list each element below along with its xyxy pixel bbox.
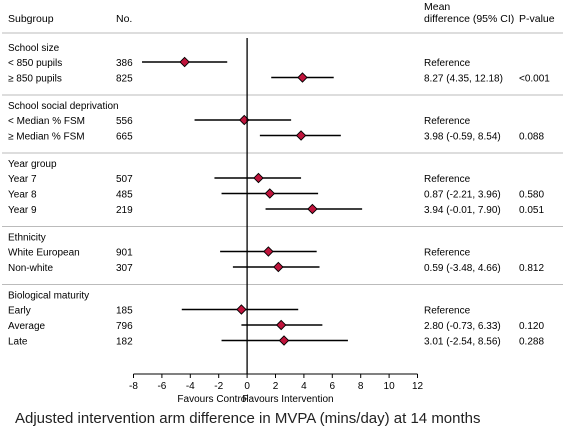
point-estimate-marker [253, 172, 264, 184]
row-n: 901 [116, 248, 133, 259]
point-estimate-marker [263, 246, 274, 257]
row-label: White European [8, 248, 80, 259]
row-label: ≥ 850 pupils [8, 74, 62, 85]
header-mean-line2: difference (95% CI) [424, 13, 514, 25]
row-label: Early [8, 306, 31, 317]
x-tick-label: 12 [412, 381, 424, 392]
header-subgroup: Subgroup [8, 13, 54, 25]
point-estimate-marker [236, 304, 247, 315]
estimate-ci-text: 3.98 (-0.59, 8.54) [424, 132, 501, 143]
row-n: 307 [116, 263, 133, 274]
row-n: 182 [116, 337, 133, 348]
row-label: ≥ Median % FSM [8, 132, 85, 143]
row-label: Late [8, 337, 28, 348]
favours-intervention-label: Favours Intervention [242, 394, 333, 405]
p-value: 0.288 [519, 337, 544, 348]
estimate-ci-text: 0.87 (-2.21, 3.96) [424, 190, 501, 201]
estimate-ci-text: Reference [424, 248, 471, 259]
subgroup-block: Year group Year 7 507 Reference Year 8 485 0.8… [2, 159, 563, 227]
row-label: Average [8, 321, 46, 332]
estimate-ci-text: 3.01 (-2.54, 8.56) [424, 337, 501, 348]
point-estimate-marker [273, 261, 284, 273]
point-estimate-marker [264, 188, 276, 199]
estimate-ci-text: 3.94 (-0.01, 7.90) [424, 205, 501, 216]
x-tick-label: 2 [273, 381, 279, 392]
row-label: Non-white [8, 263, 53, 274]
subgroup-title: School size [8, 43, 60, 54]
point-estimate-marker [307, 203, 318, 215]
estimate-ci-text: Reference [424, 174, 471, 185]
p-value: <0.001 [519, 74, 550, 85]
subgroup-block: Ethnicity White European 901 Reference Non-w… [2, 233, 563, 285]
x-tick-label: 8 [358, 381, 364, 392]
subgroup-block: Biological maturity Early 185 Reference Aver… [8, 291, 544, 348]
x-tick-label: 4 [301, 381, 307, 392]
p-value: 0.580 [519, 190, 544, 201]
point-estimate-marker [295, 130, 307, 141]
header-pvalue: P-value [519, 13, 555, 25]
row-label: Year 9 [8, 205, 37, 216]
row-n: 386 [116, 58, 133, 69]
row-n: 556 [116, 116, 133, 127]
p-value: 0.120 [519, 321, 544, 332]
header-mean-line1: Mean [424, 1, 450, 13]
x-tick-label: 0 [244, 381, 250, 392]
row-n: 507 [116, 174, 133, 185]
chart-caption: Adjusted intervention arm difference in … [15, 410, 481, 427]
subgroup-title: Ethnicity [8, 233, 46, 244]
x-tick-label: -2 [214, 381, 223, 392]
point-estimate-marker [179, 56, 190, 68]
row-n: 825 [116, 74, 133, 85]
x-tick-label: -4 [186, 381, 195, 392]
row-label: < 850 pupils [8, 58, 62, 69]
row-n: 485 [116, 190, 133, 201]
row-n: 185 [116, 306, 133, 317]
estimate-ci-text: Reference [424, 116, 471, 127]
subgroup-title: School social deprivation [8, 101, 119, 112]
row-n: 665 [116, 132, 133, 143]
p-value: 0.051 [519, 205, 544, 216]
x-tick-label: 6 [330, 381, 336, 392]
x-tick-label: -8 [129, 381, 138, 392]
estimate-ci-text: 2.80 (-0.73, 6.33) [424, 321, 501, 332]
subgroup-title: Year group [8, 159, 57, 170]
header-n: No. [116, 13, 132, 25]
estimate-ci-text: Reference [424, 58, 471, 69]
estimate-ci-text: 8.27 (4.35, 12.18) [424, 74, 503, 85]
row-label: Year 7 [8, 174, 37, 185]
x-tick-label: 10 [384, 381, 396, 392]
row-n: 219 [116, 205, 133, 216]
x-tick-label: -6 [157, 381, 166, 392]
estimate-ci-text: 0.59 (-3.48, 4.66) [424, 263, 501, 274]
row-n: 796 [116, 321, 133, 332]
subgroup-title: Biological maturity [8, 291, 89, 302]
point-estimate-marker [275, 319, 287, 331]
row-label: < Median % FSM [8, 116, 85, 127]
favours-control-label: Favours Control [177, 394, 248, 405]
estimate-ci-text: Reference [424, 306, 471, 317]
p-value: 0.088 [519, 132, 544, 143]
p-value: 0.812 [519, 263, 544, 274]
subgroup-block: School social deprivation < Median % FSM 5… [2, 101, 563, 154]
point-estimate-marker [297, 72, 308, 83]
subgroup-block: School size < 850 pupils 386 Reference ≥ 850… [2, 43, 563, 96]
point-estimate-marker [278, 335, 290, 346]
row-label: Year 8 [8, 190, 37, 201]
